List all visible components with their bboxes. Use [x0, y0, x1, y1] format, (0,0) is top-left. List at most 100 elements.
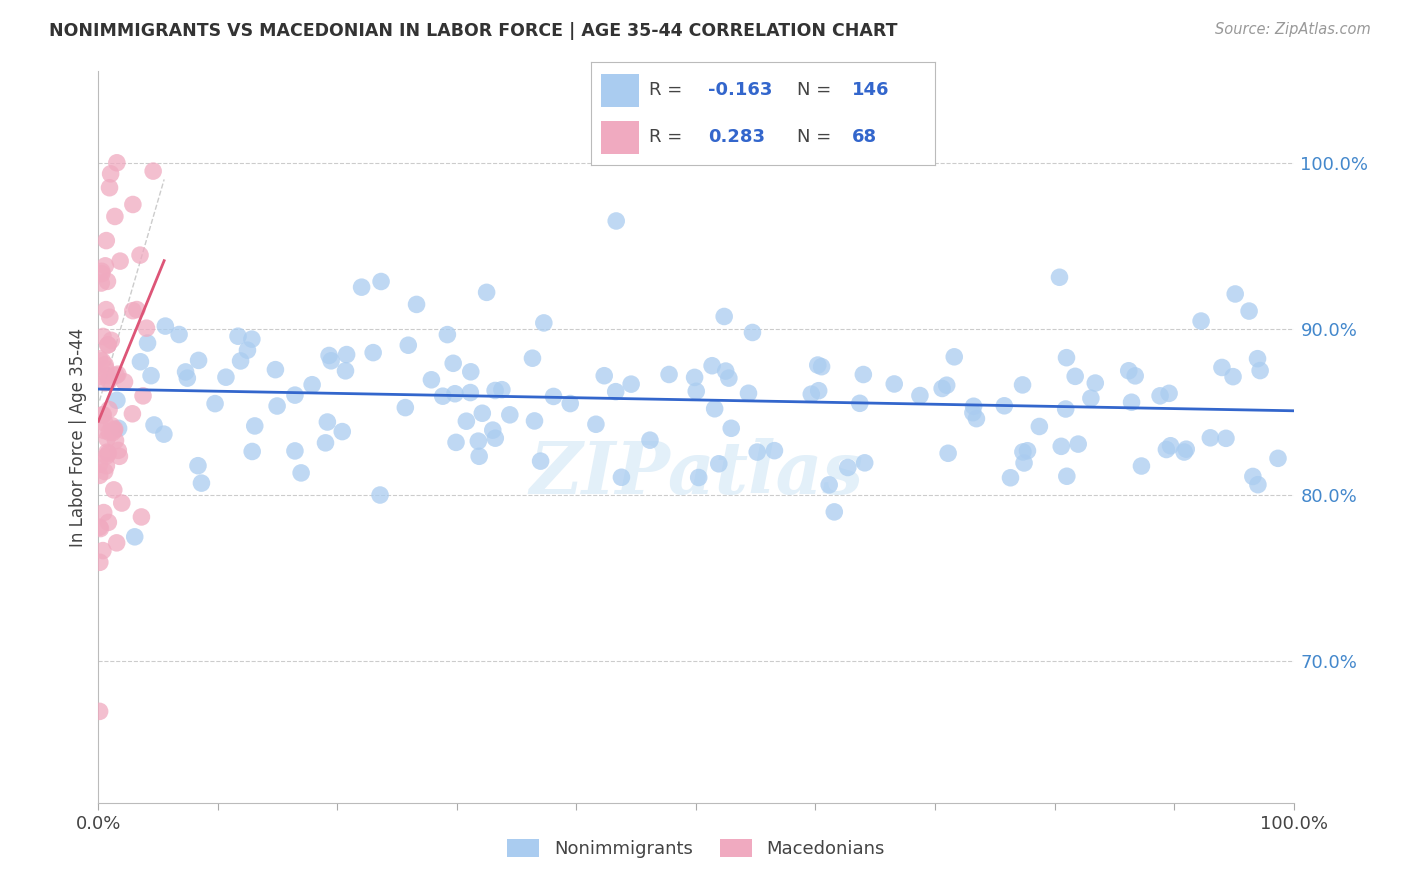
Point [1215, 431, 1237, 445]
Point [98, 425, 121, 440]
Point [800, 387, 823, 401]
Text: R =: R = [650, 81, 688, 99]
Point [266, 399, 288, 413]
Point [94, 259, 117, 273]
Text: NONIMMIGRANTS VS MACEDONIAN IN LABOR FORCE | AGE 35-44 CORRELATION CHART: NONIMMIGRANTS VS MACEDONIAN IN LABOR FOR… [49, 22, 897, 40]
Point [91, 329, 114, 343]
Point [560, 396, 582, 410]
Point [1067, 437, 1090, 451]
Point [471, 406, 494, 420]
Point [284, 444, 307, 458]
Point [1056, 351, 1078, 365]
Point [316, 415, 339, 429]
Point [318, 349, 340, 363]
Point [105, 393, 128, 408]
Text: 68: 68 [852, 128, 877, 146]
Point [396, 338, 419, 352]
Point [456, 414, 478, 428]
Point [638, 433, 661, 447]
Point [103, 483, 125, 497]
Point [605, 384, 627, 399]
Point [993, 399, 1015, 413]
Point [1241, 469, 1264, 483]
Point [97, 338, 120, 352]
Point [1028, 419, 1050, 434]
Point [124, 530, 146, 544]
Point [467, 434, 489, 449]
Point [187, 353, 209, 368]
Point [167, 327, 190, 342]
Point [215, 370, 238, 384]
Point [96, 368, 118, 383]
Point [93, 424, 115, 438]
Point [125, 302, 148, 317]
Point [707, 457, 730, 471]
Point [823, 505, 845, 519]
Point [807, 358, 830, 372]
Point [717, 371, 740, 385]
Point [370, 275, 392, 289]
Text: 0.283: 0.283 [707, 128, 765, 146]
Point [714, 364, 737, 378]
Point [441, 356, 464, 370]
Point [460, 365, 482, 379]
Point [688, 470, 710, 484]
Point [1011, 378, 1033, 392]
Point [226, 329, 249, 343]
Point [658, 368, 681, 382]
Point [747, 445, 769, 459]
Point [114, 375, 136, 389]
Point [405, 297, 427, 311]
Point [1160, 439, 1182, 453]
Point [98, 310, 121, 325]
Point [475, 285, 498, 300]
Point [94, 361, 117, 376]
Point [101, 425, 124, 440]
Point [741, 326, 763, 340]
Point [89, 369, 111, 384]
Point [1054, 402, 1077, 417]
Point [713, 310, 735, 324]
Point [135, 321, 157, 335]
Point [700, 359, 723, 373]
Point [1130, 458, 1153, 473]
Point [129, 355, 152, 369]
Point [444, 435, 467, 450]
Legend: Nonimmigrants, Macedonians: Nonimmigrants, Macedonians [498, 830, 894, 867]
Point [94, 302, 117, 317]
Point [105, 536, 128, 550]
Point [468, 450, 491, 464]
Point [529, 454, 551, 468]
Point [1050, 439, 1073, 453]
Point [1121, 395, 1143, 409]
Point [89, 351, 111, 366]
Text: -0.163: -0.163 [707, 81, 772, 99]
Point [522, 351, 544, 366]
Point [807, 384, 830, 398]
Point [1149, 389, 1171, 403]
Point [121, 303, 143, 318]
Text: 146: 146 [852, 81, 890, 99]
Point [1123, 368, 1146, 383]
Point [330, 425, 353, 439]
Point [1222, 369, 1244, 384]
Point [1246, 351, 1268, 366]
Point [107, 368, 129, 382]
Point [139, 368, 162, 383]
Point [962, 406, 984, 420]
Point [585, 417, 607, 432]
Point [122, 197, 145, 211]
Point [965, 411, 987, 425]
Point [89, 555, 111, 569]
Point [1118, 364, 1140, 378]
Point [849, 396, 872, 410]
Point [105, 368, 128, 383]
Point [481, 423, 503, 437]
Point [97, 446, 120, 460]
Point [104, 422, 127, 436]
Point [1012, 456, 1035, 470]
Text: Source: ZipAtlas.com: Source: ZipAtlas.com [1215, 22, 1371, 37]
Point [610, 470, 633, 484]
Point [100, 334, 122, 348]
Point [301, 377, 323, 392]
